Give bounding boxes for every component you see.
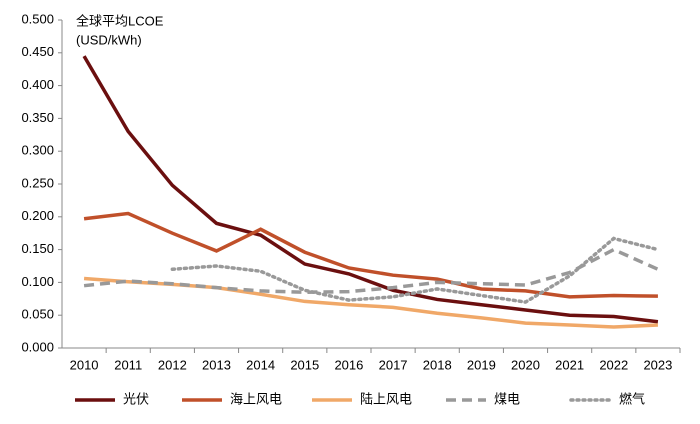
x-tick-label: 2016 — [334, 357, 363, 372]
x-tick-label: 2023 — [643, 357, 672, 372]
y-tick-label: 0.200 — [21, 208, 54, 223]
series-line — [170, 236, 660, 304]
y-tick-label: 0.050 — [21, 307, 54, 322]
x-tick-label: 2013 — [202, 357, 231, 372]
x-tick-label: 2022 — [599, 357, 628, 372]
x-tick-label: 2014 — [246, 357, 275, 372]
x-tick-label: 2020 — [511, 357, 540, 372]
y-tick-label: 0.100 — [21, 274, 54, 289]
y-tick-label: 0.250 — [21, 175, 54, 190]
y-tick-label: 0.350 — [21, 110, 54, 125]
x-tick-label: 2017 — [379, 357, 408, 372]
y-tick-label: 0.150 — [21, 241, 54, 256]
y-tick-label: 0.400 — [21, 77, 54, 92]
x-tick-label: 2011 — [114, 357, 142, 372]
x-tick-label: 2015 — [290, 357, 319, 372]
chart-title: 全球平均LCOE — [76, 13, 164, 28]
legend-label: 光伏 — [123, 391, 149, 406]
y-tick-label: 0.450 — [21, 44, 54, 59]
y-tick-label: 0.000 — [21, 339, 54, 354]
x-tick-label: 2010 — [70, 357, 99, 372]
series-line — [83, 276, 659, 329]
x-tick-label: 2018 — [423, 357, 452, 372]
legend-label: 海上风电 — [230, 391, 282, 406]
x-tick-label: 2019 — [467, 357, 496, 372]
series-line — [82, 55, 659, 324]
x-tick-label: 2021 — [555, 357, 584, 372]
legend-label: 燃气 — [619, 391, 645, 406]
x-tick-label: 2012 — [158, 357, 187, 372]
series-line — [83, 247, 659, 294]
y-tick-label: 0.300 — [21, 143, 54, 158]
y-tick-label: 0.500 — [21, 11, 54, 26]
legend-label: 陆上风电 — [360, 391, 412, 406]
series-line — [83, 211, 658, 299]
legend-label: 煤电 — [494, 391, 520, 406]
chart-unit: (USD/kWh) — [76, 32, 142, 47]
